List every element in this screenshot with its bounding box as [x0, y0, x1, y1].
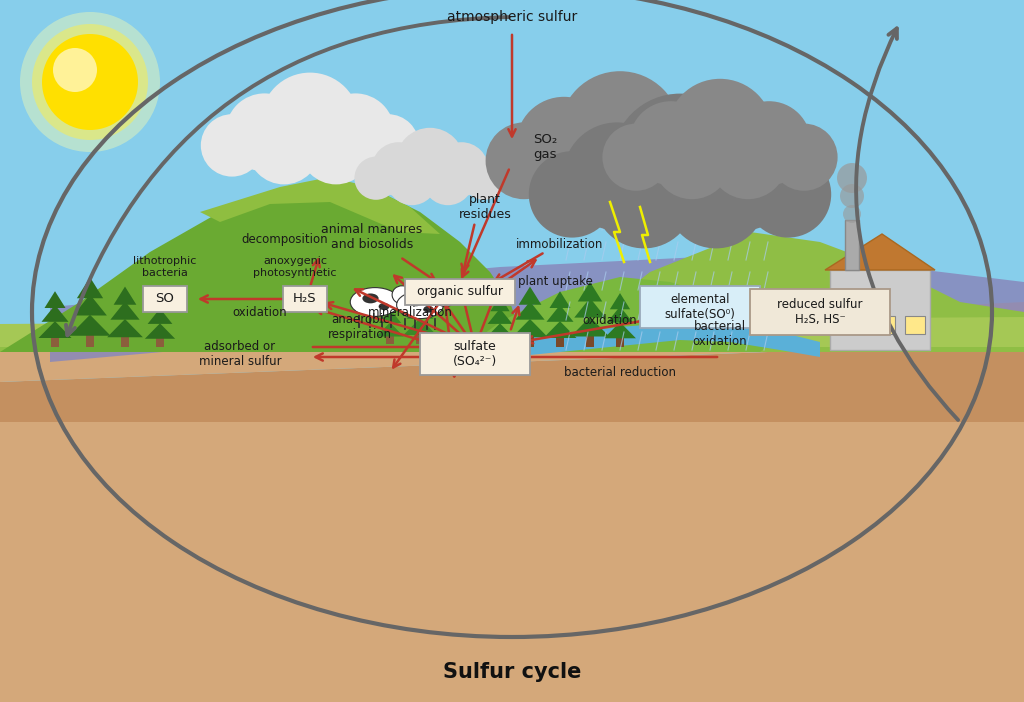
Bar [121, 334, 129, 347]
Polygon shape [410, 289, 430, 305]
Ellipse shape [350, 288, 399, 317]
Circle shape [837, 163, 867, 193]
Polygon shape [0, 182, 520, 352]
Text: atmospheric sulfur: atmospheric sulfur [446, 10, 578, 24]
Polygon shape [574, 298, 606, 317]
Circle shape [372, 143, 426, 196]
Polygon shape [604, 322, 636, 338]
Polygon shape [44, 291, 66, 308]
Ellipse shape [379, 303, 389, 310]
Circle shape [770, 124, 838, 191]
Polygon shape [0, 317, 1024, 347]
Polygon shape [77, 277, 103, 298]
Circle shape [248, 112, 321, 185]
Ellipse shape [392, 286, 412, 304]
Bar [905, 316, 925, 334]
Circle shape [356, 114, 419, 177]
Text: animal manures
and biosolids: animal manures and biosolids [322, 223, 423, 251]
Polygon shape [518, 286, 542, 305]
Polygon shape [607, 306, 633, 323]
Text: SO₂
gas: SO₂ gas [532, 133, 557, 161]
Circle shape [32, 24, 148, 140]
Circle shape [201, 114, 263, 177]
Polygon shape [512, 319, 548, 337]
Circle shape [744, 151, 831, 237]
Circle shape [463, 157, 506, 200]
Circle shape [300, 112, 373, 185]
Polygon shape [460, 277, 780, 352]
Bar [51, 335, 59, 347]
Circle shape [629, 101, 713, 185]
Circle shape [387, 155, 437, 205]
Text: immobilization: immobilization [516, 237, 604, 251]
Circle shape [42, 34, 138, 130]
FancyBboxPatch shape [640, 286, 760, 328]
Circle shape [543, 119, 633, 208]
Polygon shape [515, 301, 545, 319]
Text: sulfate
(SO₄²⁻): sulfate (SO₄²⁻) [453, 340, 497, 368]
Bar [416, 332, 424, 344]
Bar [845, 316, 865, 334]
Bar [386, 334, 394, 344]
Bar [156, 336, 164, 347]
Circle shape [628, 97, 724, 193]
Circle shape [594, 147, 694, 249]
Text: mineralization: mineralization [368, 305, 453, 319]
Text: anoxygenic
photosynthetic: anoxygenic photosynthetic [253, 256, 337, 278]
Text: organic sulfur: organic sulfur [417, 286, 503, 298]
Bar [845, 220, 859, 270]
Bar [586, 333, 594, 347]
Circle shape [53, 48, 97, 92]
Circle shape [666, 147, 766, 249]
Text: elemental
sulfate(SO⁰): elemental sulfate(SO⁰) [665, 293, 735, 321]
Text: adsorbed or
mineral sulfur: adsorbed or mineral sulfur [199, 340, 282, 368]
Text: Sulfur cycle: Sulfur cycle [442, 662, 582, 682]
Ellipse shape [409, 297, 423, 306]
Bar [830, 270, 930, 350]
Bar [526, 334, 534, 347]
Circle shape [689, 122, 797, 230]
Polygon shape [547, 305, 573, 322]
FancyBboxPatch shape [406, 279, 515, 305]
Polygon shape [610, 293, 630, 310]
FancyBboxPatch shape [143, 286, 187, 312]
Polygon shape [111, 301, 139, 319]
Polygon shape [151, 296, 170, 311]
Circle shape [559, 71, 681, 193]
Ellipse shape [396, 291, 443, 319]
Text: plant
residues: plant residues [459, 193, 511, 221]
Bar [874, 316, 895, 334]
Circle shape [678, 122, 755, 199]
Polygon shape [376, 322, 403, 336]
Polygon shape [73, 295, 106, 315]
Circle shape [423, 155, 473, 205]
Text: H₂S: H₂S [293, 293, 316, 305]
Polygon shape [490, 296, 510, 311]
Polygon shape [200, 177, 440, 234]
Polygon shape [0, 342, 1024, 422]
Polygon shape [70, 314, 111, 336]
Polygon shape [147, 308, 172, 324]
Circle shape [225, 93, 303, 171]
Circle shape [607, 119, 696, 208]
Polygon shape [407, 302, 433, 319]
Polygon shape [550, 232, 1024, 352]
Ellipse shape [362, 293, 379, 303]
Text: bacterial reduction: bacterial reduction [564, 366, 676, 378]
Polygon shape [144, 324, 175, 339]
Text: lithotrophic
bacteria: lithotrophic bacteria [133, 256, 197, 278]
Polygon shape [108, 319, 143, 337]
Polygon shape [50, 257, 1024, 362]
Polygon shape [0, 422, 1024, 702]
Polygon shape [825, 234, 935, 270]
Polygon shape [485, 324, 515, 339]
Circle shape [653, 121, 731, 199]
Text: plant uptake: plant uptake [517, 275, 593, 289]
Polygon shape [550, 291, 570, 308]
Polygon shape [487, 308, 512, 324]
FancyBboxPatch shape [420, 333, 530, 375]
Circle shape [602, 124, 670, 191]
Bar [556, 335, 564, 347]
Circle shape [843, 205, 861, 223]
